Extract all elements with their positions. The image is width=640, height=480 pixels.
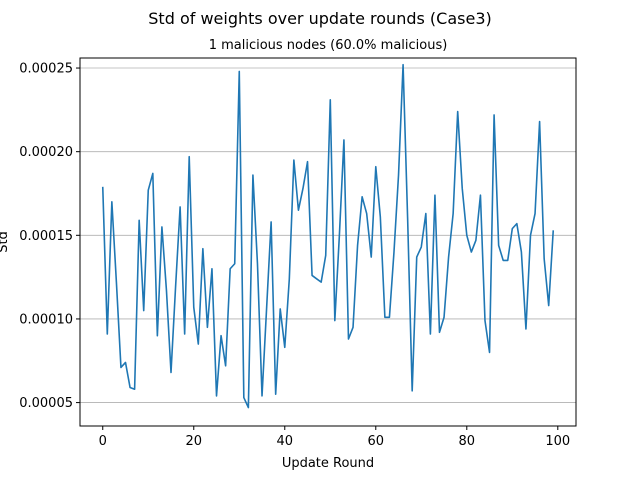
x-tick-label: 0 [99,434,107,449]
chart-title: 1 malicious nodes (60.0% malicious) [209,38,448,53]
y-tick-label: 0.00015 [19,229,73,244]
y-tick-label: 0.00020 [19,145,73,160]
x-axis-label: Update Round [282,456,374,471]
series-line [101,63,555,409]
y-axis-label: Std [0,231,11,253]
y-tick-label: 0.00005 [19,396,73,411]
x-axis-ticks: 0 20 40 60 80 100 [99,426,570,449]
x-tick-label: 100 [545,434,570,449]
x-tick-label: 20 [185,434,202,449]
plot-frame [79,57,577,427]
y-axis-ticks: 0.00005 0.00010 0.00015 0.00020 0.00025 [19,62,80,411]
series-line-group [101,63,555,409]
chart-suptitle: Std of weights over update rounds (Case3… [148,9,491,28]
x-tick-label: 80 [459,434,476,449]
y-tick-label: 0.00010 [19,312,73,327]
axes [79,57,577,427]
y-tick-label: 0.00025 [19,62,73,77]
x-tick-label: 40 [276,434,293,449]
x-tick-label: 60 [368,434,385,449]
